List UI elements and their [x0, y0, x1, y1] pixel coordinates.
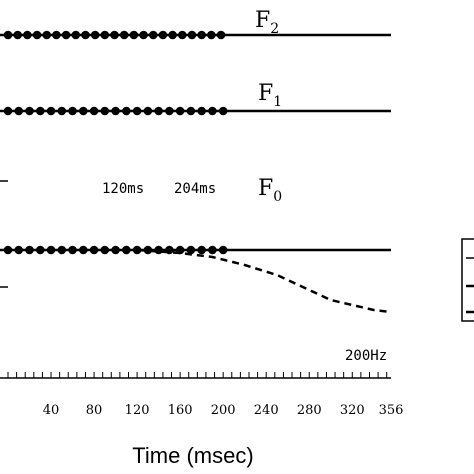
f2-marker — [207, 30, 216, 40]
f0-marker — [79, 245, 88, 255]
f1-marker — [122, 106, 131, 116]
f1-marker — [111, 106, 120, 116]
f0-marker — [3, 245, 13, 255]
f1-label: F1 — [258, 81, 282, 110]
f1-marker — [46, 106, 56, 116]
f0-marker — [154, 245, 163, 255]
f0-markers — [3, 245, 228, 255]
f2-marker — [71, 30, 81, 40]
f0-marker — [57, 245, 67, 255]
f1-marker — [57, 106, 67, 116]
f2-marker — [119, 30, 129, 40]
annotation-200hz: 200Hz — [345, 348, 387, 364]
f1-marker — [14, 106, 24, 116]
f0-marker — [122, 245, 131, 255]
f1-marker — [154, 106, 163, 116]
x-tick-label: 320 — [340, 403, 365, 418]
x-tick-label: 120 — [125, 403, 150, 418]
f0-marker — [68, 245, 77, 255]
f2-marker — [61, 30, 71, 40]
f1-marker — [165, 106, 174, 116]
x-tick-label: 40 — [43, 403, 60, 418]
f0-marker — [111, 245, 120, 255]
x-axis-title: Time (msec) — [132, 443, 253, 468]
x-tick-label: 80 — [86, 403, 103, 418]
f2-label: F2 — [255, 8, 279, 37]
f0-marker — [35, 245, 45, 255]
f0-marker — [100, 245, 110, 255]
f1-marker — [218, 106, 228, 116]
x-tick-label: 200 — [211, 403, 236, 418]
f0-marker — [218, 245, 228, 255]
f1-marker — [143, 106, 153, 116]
f1-marker — [3, 106, 13, 116]
f2-marker — [168, 30, 177, 40]
f2-marker — [129, 30, 139, 40]
legend — [461, 238, 474, 322]
f0-marker — [208, 245, 217, 255]
f2-marker — [177, 30, 187, 40]
f1-marker — [186, 106, 196, 116]
f0-marker — [89, 245, 99, 255]
annotation-204ms: 204ms — [174, 181, 216, 197]
f2-marker — [23, 30, 32, 40]
f2-marker — [90, 30, 100, 40]
f2-marker — [13, 30, 22, 40]
f1-marker — [79, 106, 88, 116]
f2-marker — [110, 30, 119, 40]
f2-marker — [52, 30, 61, 40]
annotation-120ms: 120ms — [102, 181, 144, 197]
f0-marker — [14, 245, 24, 255]
f1-marker — [175, 106, 185, 116]
f0-falling-branch — [137, 248, 392, 314]
f2-marker — [32, 30, 42, 40]
f1-markers — [3, 106, 228, 116]
f2-marker — [148, 30, 158, 40]
f2-markers — [3, 30, 226, 40]
f1-marker — [132, 106, 142, 116]
x-axis-minor-ticks — [7, 372, 388, 378]
f1-marker — [100, 106, 110, 116]
x-tick-label: 356 — [379, 403, 404, 418]
f2-marker — [139, 30, 148, 40]
f1-marker — [68, 106, 77, 116]
f1-marker — [89, 106, 99, 116]
f1-marker — [25, 106, 34, 116]
f0-marker — [46, 245, 56, 255]
x-axis-tick-labels: 40 80 120 160 200 240 280 320 356 — [43, 403, 404, 418]
f1-marker — [197, 106, 206, 116]
f2-marker — [187, 30, 197, 40]
f2-marker — [42, 30, 52, 40]
f2-marker — [158, 30, 168, 40]
f2-marker — [81, 30, 90, 40]
x-tick-label: 280 — [297, 403, 322, 418]
x-tick-label: 160 — [168, 403, 193, 418]
x-tick-label: 240 — [254, 403, 279, 418]
f0-marker — [197, 245, 206, 255]
f2-marker — [197, 30, 206, 40]
f2-marker — [3, 30, 13, 40]
f2-marker — [100, 30, 110, 40]
f1-marker — [35, 106, 45, 116]
f2-marker — [216, 30, 226, 40]
f0-label: F0 — [258, 176, 282, 205]
f1-marker — [208, 106, 217, 116]
f0-marker — [25, 245, 34, 255]
f0-marker — [186, 245, 196, 255]
legend-box — [461, 238, 474, 322]
